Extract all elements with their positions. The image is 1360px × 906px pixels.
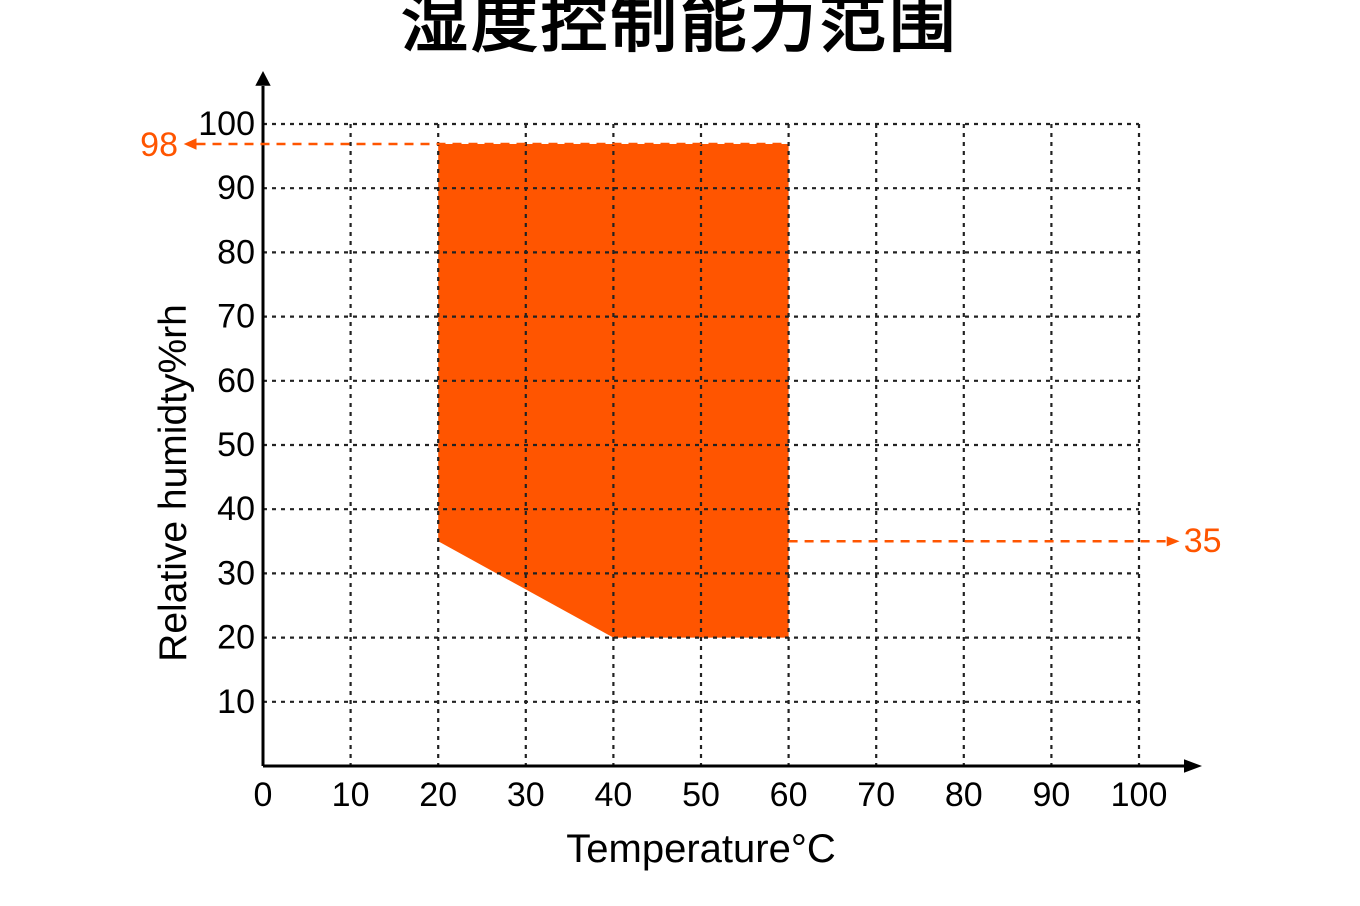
svg-text:98: 98 — [140, 126, 178, 164]
svg-text:40: 40 — [217, 490, 255, 528]
svg-text:0: 0 — [254, 776, 273, 814]
svg-text:50: 50 — [217, 426, 255, 464]
svg-text:10: 10 — [217, 683, 255, 721]
svg-text:30: 30 — [217, 554, 255, 592]
svg-text:90: 90 — [1032, 776, 1070, 814]
svg-text:90: 90 — [217, 169, 255, 207]
svg-text:70: 70 — [857, 776, 895, 814]
svg-text:10: 10 — [332, 776, 370, 814]
svg-text:20: 20 — [419, 776, 457, 814]
svg-text:20: 20 — [217, 619, 255, 657]
svg-text:Relative humidty%rh: Relative humidty%rh — [152, 304, 195, 662]
svg-text:70: 70 — [217, 298, 255, 336]
svg-text:100: 100 — [198, 105, 255, 143]
svg-text:50: 50 — [682, 776, 720, 814]
svg-text:80: 80 — [945, 776, 983, 814]
svg-text:30: 30 — [507, 776, 545, 814]
svg-text:60: 60 — [217, 362, 255, 400]
svg-text:80: 80 — [217, 233, 255, 271]
svg-text:Temperature°C: Temperature°C — [566, 827, 835, 871]
svg-text:40: 40 — [594, 776, 632, 814]
svg-text:60: 60 — [770, 776, 808, 814]
svg-text:35: 35 — [1184, 522, 1222, 560]
svg-text:100: 100 — [1111, 776, 1168, 814]
